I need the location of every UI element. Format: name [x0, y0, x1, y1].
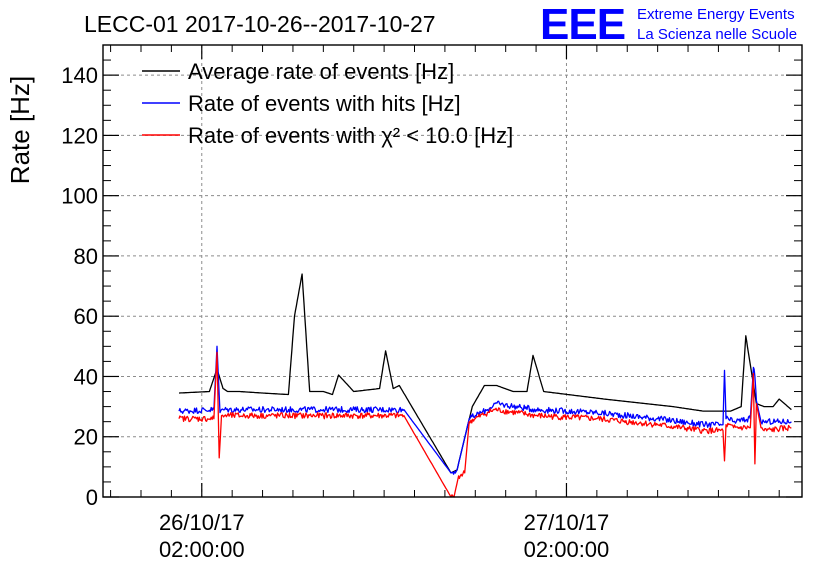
legend: Average rate of events [Hz] Rate of even… — [142, 59, 513, 148]
x-tick-label-date: 27/10/17 — [524, 510, 610, 535]
legend-label-chi2: Rate of events with χ² < 10.0 [Hz] — [188, 123, 513, 148]
logo-mark: EEE — [540, 0, 625, 49]
legend-label-hits: Rate of events with hits [Hz] — [188, 91, 461, 116]
x-tick-label-date: 26/10/17 — [159, 510, 245, 535]
eee-logo: EEE Extreme Energy Events La Scienza nel… — [540, 0, 797, 49]
y-axis-label: Rate [Hz] — [5, 76, 35, 184]
x-tick-label-time: 02:00:00 — [159, 537, 245, 562]
y-tick-label: 40 — [74, 364, 98, 389]
y-tick-label: 80 — [74, 244, 98, 269]
legend-label-average: Average rate of events [Hz] — [188, 59, 454, 84]
chart-title: LECC-01 2017-10-26--2017-10-27 — [84, 11, 436, 37]
axis-ticks: 02040608010012014026/10/1702:00:0027/10/… — [61, 45, 802, 562]
series-layer — [178, 273, 792, 498]
y-tick-label: 120 — [61, 123, 98, 148]
x-tick-label-time: 02:00:00 — [524, 537, 610, 562]
y-tick-label: 0 — [86, 485, 98, 510]
y-tick-label: 100 — [61, 184, 98, 209]
y-tick-label: 20 — [74, 425, 98, 450]
y-tick-label: 60 — [74, 304, 98, 329]
y-tick-label: 140 — [61, 63, 98, 88]
series-line-chi2 — [178, 351, 792, 498]
logo-line-2: La Scienza nelle Scuole — [637, 26, 797, 43]
logo-line-1: Extreme Energy Events — [637, 6, 795, 23]
series-line-hits — [178, 345, 792, 475]
series-line-average — [179, 273, 792, 474]
